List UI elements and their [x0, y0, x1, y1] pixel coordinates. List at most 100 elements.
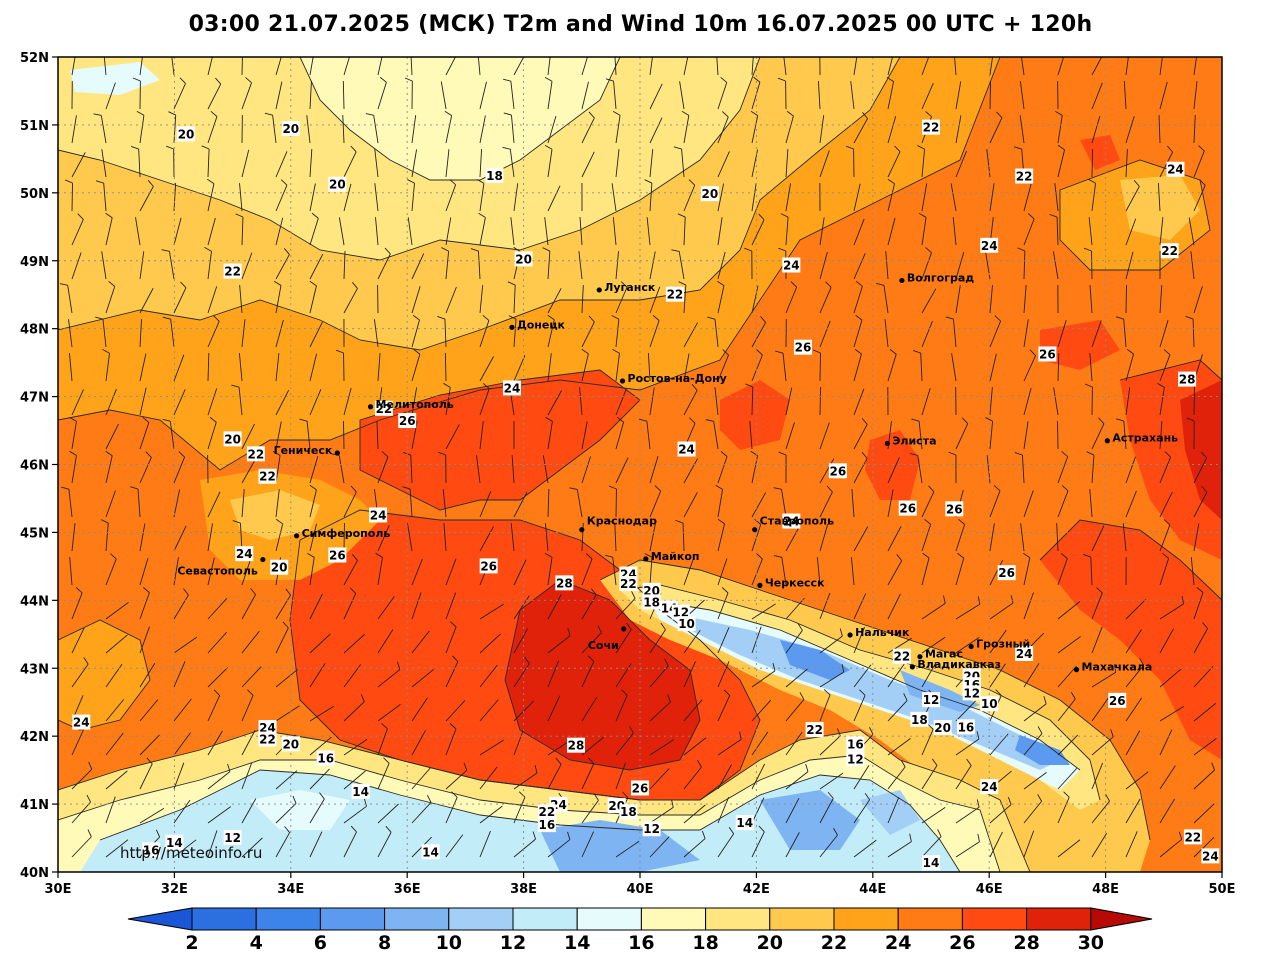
lat-tick-label: 43N	[20, 662, 49, 677]
svg-text:10: 10	[981, 697, 998, 711]
isotherm-label: 10	[980, 696, 999, 712]
wind-barbs	[59, 57, 1217, 858]
isotherm-label: 10	[677, 616, 696, 632]
svg-text:22: 22	[806, 723, 823, 737]
isotherm-label: 24	[502, 380, 521, 396]
lat-tick-label: 45N	[20, 526, 49, 541]
city-marker: Геническ	[274, 444, 340, 457]
isotherm-label: 22	[246, 446, 265, 462]
svg-text:26: 26	[899, 502, 916, 516]
lat-tick-label: 47N	[20, 391, 49, 406]
svg-text:22: 22	[1161, 244, 1178, 258]
lon-tick-label: 50E	[1209, 882, 1236, 897]
svg-text:18: 18	[643, 595, 660, 609]
colorbar-segment	[705, 907, 771, 931]
lat-tick-label: 52N	[20, 51, 49, 66]
axis-ticks: 52N51N50N49N48N47N46N45N44N43N42N41N40N3…	[20, 51, 1235, 897]
colorbar-segment	[769, 907, 835, 931]
city-marker: Ростов-на-Дону	[619, 372, 727, 385]
colorbar-tick-label: 2	[185, 932, 198, 954]
lon-tick-label: 44E	[859, 882, 886, 897]
isotherm-label: 22	[892, 648, 911, 664]
city-label: Краснодар	[587, 515, 657, 528]
city-marker: Магас	[917, 648, 963, 661]
svg-text:20: 20	[282, 737, 299, 751]
svg-text:12: 12	[923, 693, 940, 707]
colorbar-tick-label: 4	[250, 932, 263, 954]
isotherm-label: 22	[665, 286, 684, 302]
svg-text:24: 24	[370, 508, 387, 522]
svg-text:22: 22	[1016, 170, 1033, 184]
isotherm-label: 24	[782, 513, 801, 529]
lat-tick-label: 49N	[20, 255, 49, 270]
city-label: Симферополь	[302, 527, 391, 540]
svg-text:22: 22	[1185, 830, 1202, 844]
svg-text:16: 16	[317, 752, 334, 766]
svg-text:12: 12	[672, 606, 689, 620]
city-label: Майкоп	[651, 550, 700, 563]
city-label: Севастополь	[177, 565, 258, 578]
svg-text:20: 20	[701, 187, 718, 201]
colorbar-tick-label: 28	[1013, 932, 1039, 954]
colorbar: 2 4 6 8 10 12 14 16 18 20 22 24 26 28 30	[127, 907, 1153, 954]
isotherm-label: 20	[281, 120, 300, 136]
colorbar-segment	[384, 907, 450, 931]
svg-text:16: 16	[958, 720, 975, 734]
svg-text:22: 22	[259, 733, 276, 747]
isotherm-label: 16	[316, 750, 335, 766]
city-marker: Элиста	[884, 434, 937, 447]
colorbar-segment	[1026, 907, 1092, 931]
isotherm-label: 20	[514, 251, 533, 267]
city-label: Нальчик	[855, 626, 910, 639]
svg-text:22: 22	[259, 470, 276, 484]
colorbar-segment	[512, 907, 578, 931]
isotherm-label: 22	[374, 400, 393, 416]
isotherm-label: 18	[910, 711, 929, 727]
lon-tick-label: 38E	[510, 882, 537, 897]
svg-text:14: 14	[923, 856, 940, 870]
svg-text:16: 16	[847, 737, 864, 751]
isotherm-label: 12	[223, 830, 242, 846]
colorbar-tick-label: 30	[1078, 932, 1104, 954]
isotherm-label: 26	[945, 501, 964, 517]
isotherm-label: 18	[485, 167, 504, 183]
svg-text:24: 24	[73, 716, 90, 730]
city-label: Грозный	[976, 638, 1030, 651]
svg-text:26: 26	[998, 566, 1015, 580]
isotherm-label: 28	[1178, 371, 1197, 387]
svg-text:24: 24	[981, 239, 998, 253]
svg-text:24: 24	[1016, 647, 1033, 661]
city-marker: Луганск	[596, 281, 656, 294]
colorbar-segment	[448, 907, 514, 931]
svg-text:24: 24	[504, 381, 521, 395]
lon-tick-label: 30E	[45, 882, 72, 897]
isotherm-label: 22	[223, 263, 242, 279]
svg-text:24: 24	[981, 780, 998, 794]
svg-text:14: 14	[736, 816, 753, 830]
colorbar-segment	[319, 907, 386, 931]
isotherm-label: 12	[846, 751, 865, 767]
isotherm-label: 20	[642, 582, 661, 598]
lat-tick-label: 46N	[20, 459, 49, 474]
svg-text:26: 26	[946, 502, 963, 516]
isotherm-label: 26	[398, 413, 417, 429]
colorbar-tick-label: 26	[949, 932, 975, 954]
city-label: Мелитополь	[376, 398, 454, 411]
city-marker: Краснодар	[579, 515, 657, 533]
colorbar-tick-label: 24	[885, 932, 911, 954]
city-label: Ставрополь	[760, 515, 834, 528]
isotherm-label: 16	[142, 842, 161, 858]
svg-text:20: 20	[643, 584, 660, 598]
colorbar-tick-label: 22	[821, 932, 847, 954]
isotherm-label: 14	[421, 844, 440, 860]
city-label: Донецк	[517, 318, 566, 331]
isotherm-label: 12	[962, 685, 981, 701]
svg-text:22: 22	[667, 288, 684, 302]
svg-text:22: 22	[539, 805, 556, 819]
isotherm-label: 26	[898, 500, 917, 516]
svg-text:22: 22	[620, 577, 637, 591]
lat-tick-label: 41N	[20, 798, 49, 813]
isotherm-label: 16	[956, 719, 975, 735]
svg-text:24: 24	[1167, 163, 1184, 177]
